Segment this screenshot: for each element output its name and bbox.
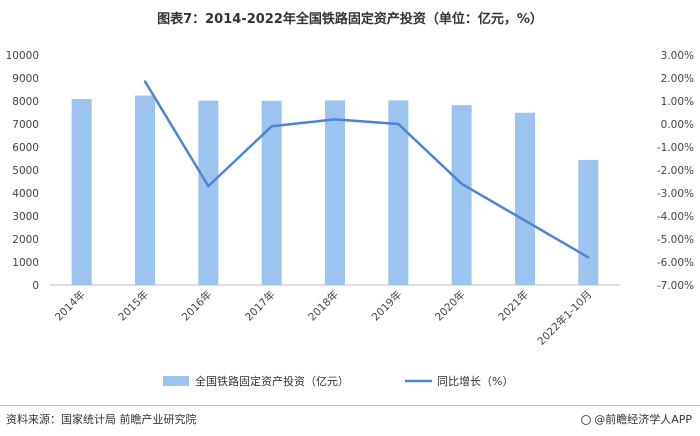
left-tick-label: 9000 <box>12 73 39 85</box>
right-tick-label: 1.00% <box>661 96 694 108</box>
x-tick-label: 2017年 <box>242 288 278 324</box>
left-tick-label: 3000 <box>12 211 39 223</box>
left-tick-label: 1000 <box>12 257 39 269</box>
chart-title: 图表7：2014-2022年全国铁路固定资产投资（单位：亿元，%） <box>157 12 543 27</box>
right-axis-ticks: 3.00% 2.00% 1.00% 0.00% -1.00% -2.00% -3.00% -4… <box>657 50 694 292</box>
bar <box>198 100 219 285</box>
right-tick-label: -3.00% <box>657 188 694 200</box>
x-tick-label: 2022年1-10月 <box>535 288 595 348</box>
left-tick-label: 0 <box>32 280 39 292</box>
legend: 全国铁路固定资产投资（亿元） 同比增长（%） <box>163 374 513 388</box>
left-axis-ticks: 0 1000 2000 3000 4000 5000 6000 7000 8000 9000 100… <box>6 50 39 292</box>
right-tick-label: -1.00% <box>657 142 694 154</box>
line-series <box>143 80 590 259</box>
x-tick-label: 2020年 <box>432 288 468 324</box>
growth-point <box>587 256 590 259</box>
bar <box>325 100 345 285</box>
left-tick-label: 6000 <box>12 142 39 154</box>
bar <box>578 159 599 285</box>
growth-point <box>143 80 147 83</box>
left-tick-label: 7000 <box>12 119 39 131</box>
right-tick-label: -6.00% <box>657 257 694 269</box>
x-tick-label: 2019年 <box>369 288 405 324</box>
source-note: 资料来源：国家统计局 前瞻产业研究院 <box>6 413 197 426</box>
bar-series <box>71 95 599 286</box>
bar <box>388 100 409 285</box>
growth-point <box>523 219 527 222</box>
brand-logo-icon <box>581 415 592 425</box>
growth-point <box>270 125 273 128</box>
x-tick-label: 2015年 <box>116 288 152 324</box>
brand-text: @前瞻经济学人APP <box>594 413 692 426</box>
right-tick-label: 0.00% <box>661 119 694 131</box>
x-tick-label: 2016年 <box>179 288 215 324</box>
left-tick-label: 4000 <box>12 188 39 200</box>
footer-divider <box>0 405 700 406</box>
right-tick-label: -5.00% <box>657 234 694 246</box>
growth-point <box>460 182 463 185</box>
growth-line <box>143 80 589 259</box>
growth-point <box>397 122 400 126</box>
right-tick-label: 2.00% <box>661 73 694 85</box>
left-tick-label: 10000 <box>6 50 39 62</box>
left-tick-label: 2000 <box>12 234 39 246</box>
left-tick-label: 8000 <box>12 96 39 108</box>
bar <box>135 95 155 285</box>
right-tick-label: -2.00% <box>657 165 694 177</box>
legend-line-label: 同比增长（%） <box>437 374 513 388</box>
right-tick-label: -4.00% <box>657 211 694 223</box>
x-tick-label: 2018年 <box>306 288 342 324</box>
bar <box>515 112 535 286</box>
legend-bar-label: 全国铁路固定资产投资（亿元） <box>195 374 349 388</box>
x-tick-label: 2014年 <box>52 288 88 324</box>
bar <box>261 100 282 286</box>
right-tick-label: 3.00% <box>661 50 694 62</box>
x-axis-labels: 2014年 2015年 2016年 2017年 2018年 2019年 2020年 2021年… <box>52 288 594 348</box>
growth-point <box>333 118 337 121</box>
legend-bar-swatch <box>163 376 189 386</box>
bar <box>71 98 92 285</box>
right-tick-label: -7.00% <box>657 280 694 292</box>
bar <box>451 105 472 286</box>
brand-note: @前瞻经济学人APP <box>581 411 692 427</box>
x-tick-label: 2021年 <box>496 288 532 324</box>
chart-canvas: 0 1000 2000 3000 4000 5000 6000 7000 8000 9000 100… <box>6 50 694 388</box>
left-tick-label: 5000 <box>12 165 39 177</box>
growth-point <box>207 184 210 188</box>
